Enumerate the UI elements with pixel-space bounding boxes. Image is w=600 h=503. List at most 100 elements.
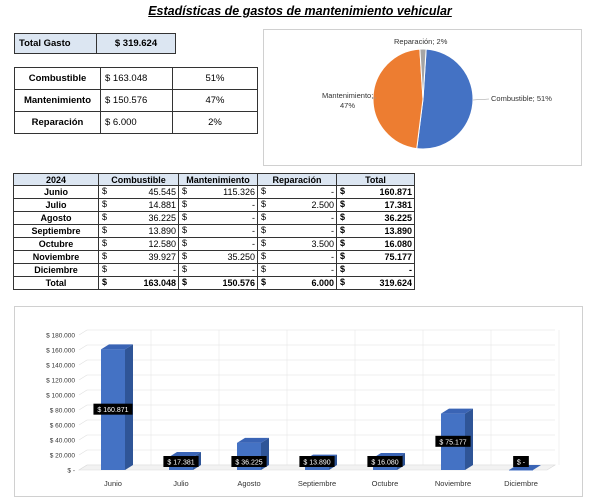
y-tick-label: $ 40.000	[50, 438, 76, 445]
bar-top	[101, 344, 133, 350]
currency-symbol: $	[340, 251, 346, 261]
page-title: Estadísticas de gastos de mantenimiento …	[148, 4, 452, 18]
total-gasto-table: Total Gasto $ 319.624	[14, 33, 176, 54]
combustible-cell: $ -	[98, 263, 179, 277]
month-cell: Diciembre	[13, 263, 99, 277]
mantenimiento-cell: $ -	[178, 198, 258, 212]
data-label: $ 17.381	[167, 460, 194, 467]
mantenimiento-cell: $ -	[178, 224, 258, 238]
x-tick-label: Noviembre	[435, 479, 471, 488]
currency-symbol: $	[340, 186, 346, 196]
total-cell: $13.890	[336, 224, 415, 238]
total-cell: $17.381	[336, 198, 415, 212]
data-label: $ 13.890	[303, 460, 330, 467]
total-cell: $16.080	[336, 237, 415, 251]
mantenimiento-value: -	[252, 213, 255, 223]
x-tick-label: Junio	[104, 479, 122, 488]
y-tick-label: $ 180.000	[46, 333, 75, 340]
currency-symbol: $	[340, 238, 346, 248]
total-value: 75.177	[384, 252, 412, 262]
data-label: $ 75.177	[439, 439, 466, 446]
combustible-cell: $14.881	[98, 198, 179, 212]
currency-symbol: $	[102, 277, 108, 287]
total-cell: $160.871	[336, 185, 415, 199]
total-cell: $319.624	[336, 276, 415, 290]
month-cell: Septiembre	[13, 224, 99, 238]
mantenimiento-cell: $115.326	[178, 185, 258, 199]
total-cell: $75.177	[336, 250, 415, 264]
currency-symbol: $	[102, 186, 108, 196]
mantenimiento-cell: $150.576	[178, 276, 258, 290]
data-label-bg	[163, 456, 199, 467]
currency-symbol: $	[182, 264, 188, 274]
gridline-side	[78, 434, 88, 441]
x-tick-label: Agosto	[237, 479, 260, 488]
currency-symbol: $	[261, 186, 267, 196]
y-tick-label: $ 100.000	[46, 393, 75, 400]
pie-label-mantenimiento-pct: 47%	[340, 101, 355, 110]
gridline-side	[78, 389, 88, 396]
total-value: -	[409, 265, 412, 275]
gridline-side	[78, 419, 88, 426]
currency-symbol: $	[340, 199, 346, 209]
x-tick-label: Diciembre	[504, 479, 538, 488]
currency-symbol: $	[182, 199, 188, 209]
gridline-side	[78, 374, 88, 381]
gridline-side	[78, 404, 88, 411]
data-label-bg	[231, 456, 267, 467]
currency-symbol: $	[102, 251, 108, 261]
currency-symbol: $	[261, 251, 267, 261]
total-gasto-value: $ 319.624	[96, 33, 176, 54]
bar-top	[237, 437, 269, 443]
y-tick-label: $ 120.000	[46, 378, 75, 385]
summary-row: Combustible $ 163.048 51%	[14, 67, 258, 90]
currency-symbol: $	[261, 264, 267, 274]
summary-label: Combustible	[14, 67, 101, 90]
y-tick-label: $ 60.000	[50, 423, 76, 430]
mantenimiento-cell: $35.250	[178, 250, 258, 264]
data-label-bg	[435, 435, 471, 447]
reparacion-value: -	[331, 226, 334, 236]
currency-symbol: $	[340, 277, 346, 287]
data-label: $ 16.080	[371, 460, 398, 467]
combustible-value: 45.545	[148, 187, 176, 197]
x-tick-label: Julio	[173, 479, 188, 488]
pie-chart-panel: Combustible; 51% Mantenimiento; 47% Reparac…	[263, 29, 582, 166]
month-cell: Octubre	[13, 237, 99, 251]
mantenimiento-value: -	[252, 226, 255, 236]
summary-label: Mantenimiento	[14, 89, 101, 112]
currency-symbol: $	[340, 264, 346, 274]
y-tick-label: $ 140.000	[46, 363, 75, 370]
month-cell: Julio	[13, 198, 99, 212]
summary-pct: 51%	[172, 67, 258, 90]
table-row: Diciembre $ - $ - $ - $ -	[13, 263, 415, 277]
combustible-value: 39.927	[148, 252, 176, 262]
table-row: Julio $14.881 $ - $2.500 $17.381	[13, 198, 415, 212]
total-value: 16.080	[384, 239, 412, 249]
pie-chart: Combustible; 51% Mantenimiento;47% Reparac…	[322, 37, 552, 150]
summary-amount: $ 163.048	[100, 67, 173, 90]
reparacion-cell: $2.500	[257, 198, 337, 212]
summary-amount: $ 150.576	[100, 89, 173, 112]
summary-label: Reparación	[14, 111, 101, 134]
reparacion-cell: $3.500	[257, 237, 337, 251]
reparacion-value: -	[331, 187, 334, 197]
total-value: 13.890	[384, 226, 412, 236]
currency-symbol: $	[102, 238, 108, 248]
y-tick-label: $ 160.000	[46, 348, 75, 355]
data-label: $ 160.871	[97, 407, 128, 414]
currency-symbol: $	[340, 225, 346, 235]
summary-amount: $ 6.000	[100, 111, 173, 134]
data-label-bg	[299, 456, 335, 467]
currency-symbol: $	[102, 212, 108, 222]
mantenimiento-value: 150.576	[222, 278, 255, 288]
table-row: Octubre $12.580 $ - $3.500 $16.080	[13, 237, 415, 251]
mantenimiento-value: 115.326	[223, 187, 255, 197]
y-tick-label: $ -	[67, 468, 75, 475]
bar-top	[169, 451, 201, 457]
header-year: 2024	[13, 173, 99, 186]
reparacion-cell: $ -	[257, 211, 337, 225]
table-header-row: 2024 Combustible Mantenimiento Reparació…	[13, 173, 415, 186]
bar-top	[441, 408, 473, 414]
mantenimiento-cell: $ -	[178, 211, 258, 225]
